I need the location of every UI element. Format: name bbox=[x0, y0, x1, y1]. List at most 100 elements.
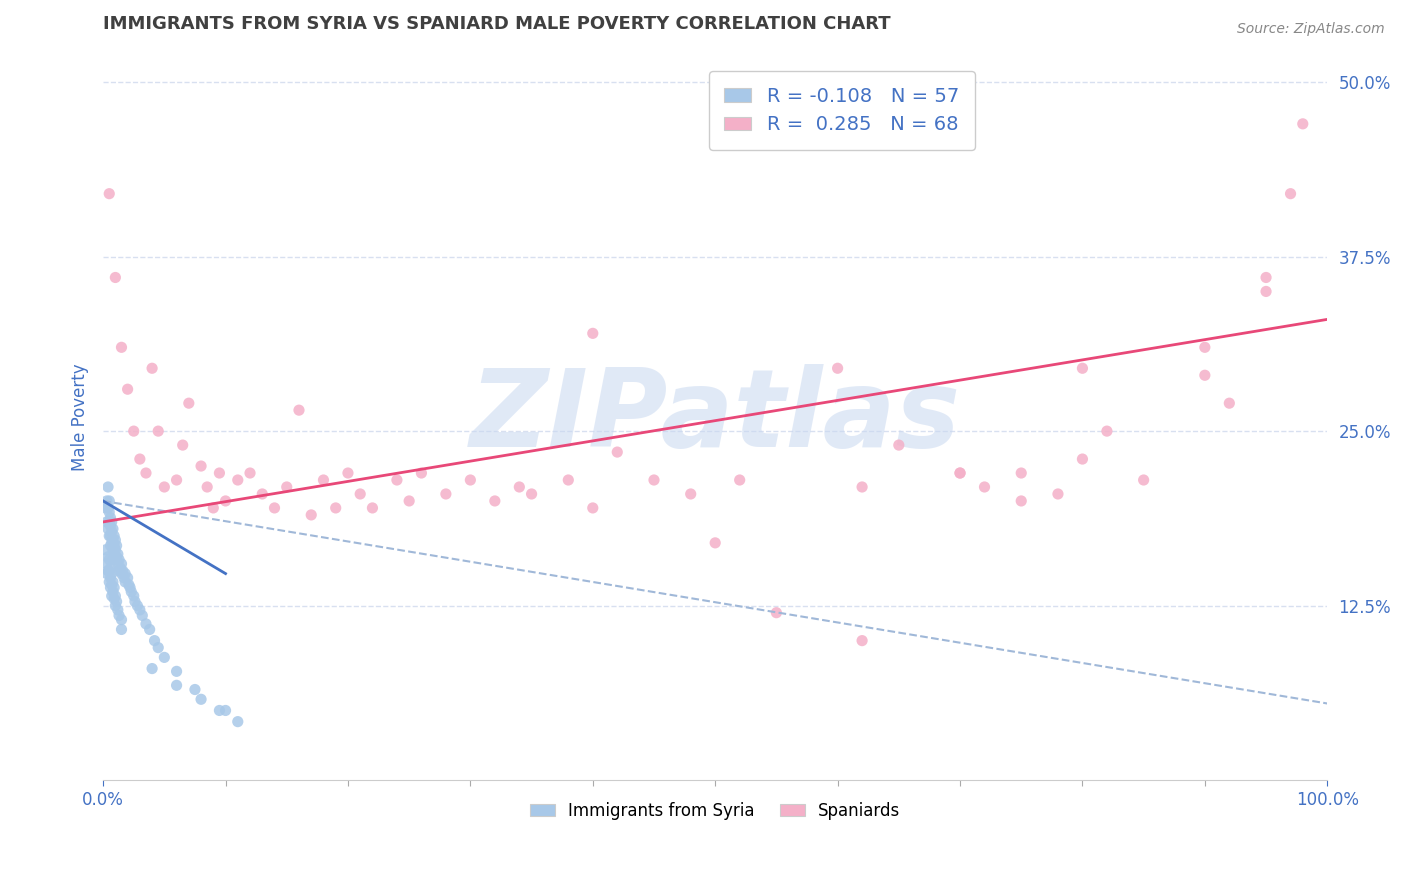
Point bbox=[110, 561, 132, 575]
Point bbox=[239, 466, 262, 480]
Point bbox=[117, 382, 139, 396]
Point bbox=[100, 589, 122, 603]
Point bbox=[98, 186, 121, 201]
Point bbox=[100, 510, 122, 524]
Point bbox=[398, 494, 420, 508]
Point bbox=[103, 549, 125, 564]
Point bbox=[411, 466, 433, 480]
Point bbox=[153, 650, 176, 665]
Point bbox=[100, 536, 122, 550]
Point bbox=[122, 589, 145, 603]
Point bbox=[104, 542, 127, 557]
Point bbox=[100, 524, 122, 539]
Point bbox=[153, 480, 176, 494]
Point bbox=[110, 613, 132, 627]
Point bbox=[184, 682, 207, 697]
Point bbox=[127, 599, 149, 613]
Point bbox=[103, 539, 125, 553]
Point bbox=[385, 473, 408, 487]
Point bbox=[105, 549, 128, 564]
Point bbox=[110, 623, 132, 637]
Point bbox=[214, 494, 236, 508]
Legend: Immigrants from Syria, Spaniards: Immigrants from Syria, Spaniards bbox=[523, 795, 907, 827]
Point bbox=[101, 522, 124, 536]
Point bbox=[138, 623, 160, 637]
Point bbox=[643, 473, 665, 487]
Point bbox=[110, 557, 132, 571]
Point bbox=[148, 640, 170, 655]
Point bbox=[288, 403, 311, 417]
Point bbox=[190, 692, 212, 706]
Point bbox=[361, 500, 384, 515]
Point bbox=[141, 662, 163, 676]
Point bbox=[104, 270, 127, 285]
Point bbox=[103, 581, 125, 595]
Point bbox=[103, 529, 125, 543]
Point bbox=[1046, 487, 1069, 501]
Point bbox=[98, 552, 121, 566]
Point bbox=[460, 473, 482, 487]
Point bbox=[94, 542, 117, 557]
Point bbox=[110, 566, 132, 581]
Point bbox=[208, 466, 231, 480]
Point bbox=[111, 564, 134, 578]
Point bbox=[96, 566, 118, 581]
Point bbox=[1071, 452, 1094, 467]
Point bbox=[1132, 473, 1154, 487]
Point bbox=[97, 500, 120, 515]
Point bbox=[728, 473, 751, 487]
Point bbox=[252, 487, 274, 501]
Point bbox=[97, 549, 120, 564]
Point bbox=[107, 547, 129, 561]
Point bbox=[120, 584, 142, 599]
Text: IMMIGRANTS FROM SYRIA VS SPANIARD MALE POVERTY CORRELATION CHART: IMMIGRANTS FROM SYRIA VS SPANIARD MALE P… bbox=[103, 15, 891, 33]
Y-axis label: Male Poverty: Male Poverty bbox=[72, 363, 89, 471]
Point bbox=[325, 500, 347, 515]
Point bbox=[114, 566, 136, 581]
Point bbox=[1194, 368, 1216, 383]
Point bbox=[97, 480, 120, 494]
Point bbox=[98, 529, 121, 543]
Point bbox=[94, 500, 117, 515]
Point bbox=[1010, 466, 1032, 480]
Point bbox=[1218, 396, 1240, 410]
Point bbox=[104, 552, 127, 566]
Point bbox=[263, 500, 285, 515]
Point bbox=[949, 466, 972, 480]
Point bbox=[1279, 186, 1302, 201]
Point bbox=[166, 473, 188, 487]
Point bbox=[208, 703, 231, 717]
Point bbox=[118, 578, 141, 592]
Point bbox=[110, 340, 132, 354]
Point bbox=[122, 424, 145, 438]
Point bbox=[135, 616, 157, 631]
Point bbox=[143, 633, 166, 648]
Point bbox=[117, 571, 139, 585]
Point bbox=[765, 606, 787, 620]
Point bbox=[101, 542, 124, 557]
Point bbox=[100, 519, 122, 533]
Point bbox=[851, 633, 873, 648]
Point bbox=[226, 714, 249, 729]
Point bbox=[101, 584, 124, 599]
Point bbox=[312, 473, 335, 487]
Point bbox=[101, 552, 124, 566]
Point bbox=[96, 557, 118, 571]
Point bbox=[97, 522, 120, 536]
Point bbox=[100, 529, 122, 543]
Point bbox=[1254, 285, 1277, 299]
Point bbox=[100, 578, 122, 592]
Point bbox=[135, 466, 157, 480]
Point bbox=[704, 536, 727, 550]
Point bbox=[120, 581, 142, 595]
Point bbox=[190, 458, 212, 473]
Point bbox=[96, 515, 118, 529]
Point bbox=[114, 574, 136, 589]
Point bbox=[582, 326, 605, 341]
Point bbox=[128, 603, 150, 617]
Point bbox=[557, 473, 579, 487]
Point bbox=[851, 480, 873, 494]
Point bbox=[949, 466, 972, 480]
Point bbox=[103, 591, 125, 606]
Point bbox=[1292, 117, 1315, 131]
